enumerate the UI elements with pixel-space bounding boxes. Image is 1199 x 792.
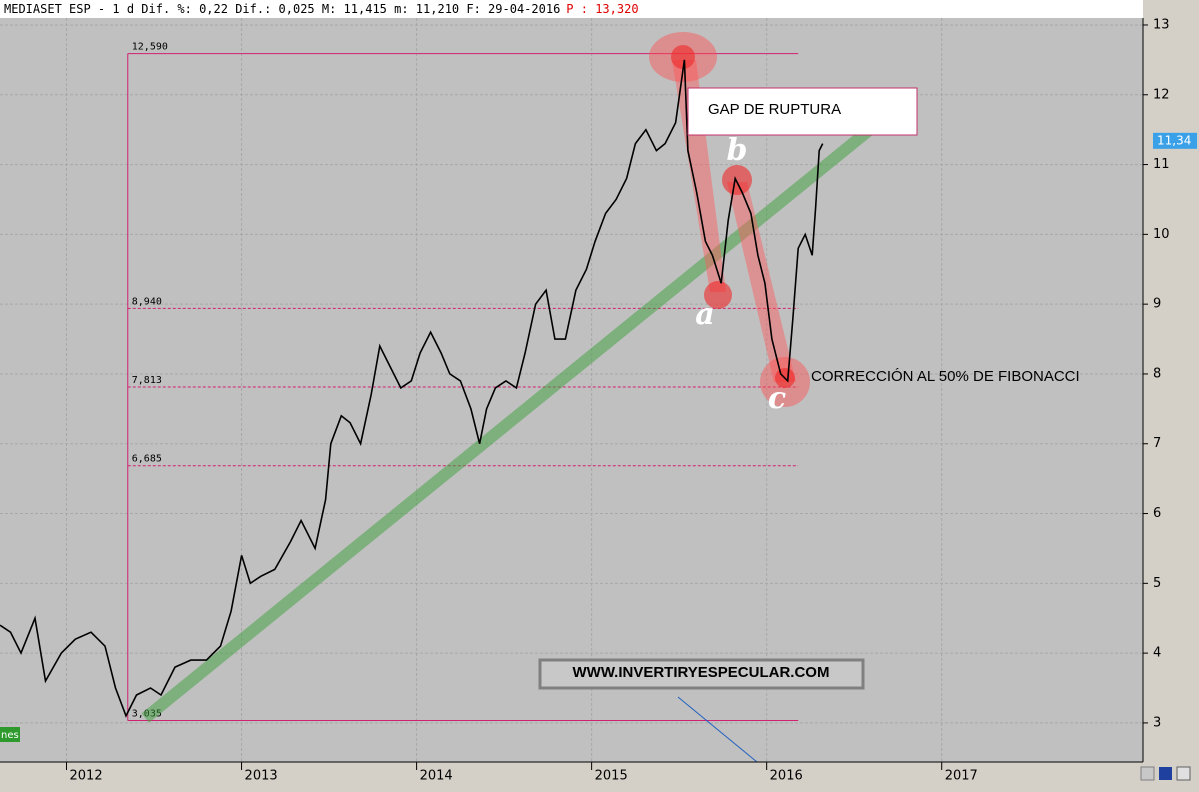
x-tick-label: 2013 xyxy=(245,769,278,784)
axes: 3 4 5 6 7 8 9 10 11 12 13 2012 2013 2014 2015 2016 2017 1… xyxy=(66,17,1197,784)
wave-leg xyxy=(672,60,726,292)
volume-tag-box xyxy=(0,727,20,742)
scroll-button[interactable] xyxy=(1140,766,1155,781)
annotation: WWW.INVERTIRYESPECULAR.COM xyxy=(573,664,830,681)
y-tick-label: 8 xyxy=(1153,366,1161,381)
annotation-box xyxy=(687,87,918,136)
header-bar xyxy=(0,0,1143,18)
volume-tag: nes xyxy=(1,730,19,741)
y-tick-label: 13 xyxy=(1153,17,1170,32)
y-tick-label: 6 xyxy=(1153,506,1161,521)
fib-label: 7,813 xyxy=(132,375,162,386)
highlight xyxy=(671,45,695,69)
trendline xyxy=(141,95,911,723)
fib-label: 6,685 xyxy=(132,454,162,465)
x-tick-label: 2012 xyxy=(70,769,103,784)
plot-area xyxy=(0,18,1143,762)
y-tick-label: 11 xyxy=(1153,157,1170,172)
last-price-label: 11,34 xyxy=(1157,133,1191,147)
annotation: CORRECCIÓN AL 50% DE FIBONACCI xyxy=(811,368,1080,385)
y-tick-label: 9 xyxy=(1153,297,1161,312)
x-tick-label: 2014 xyxy=(420,769,453,784)
pointer-line xyxy=(677,696,758,763)
print-button[interactable] xyxy=(1176,766,1191,781)
x-tick-label: 2016 xyxy=(770,769,803,784)
last-price-box xyxy=(1153,132,1197,149)
highlight xyxy=(722,165,752,195)
y-tick-label: 12 xyxy=(1153,87,1170,102)
wave-highlights xyxy=(649,32,810,407)
annotation-box xyxy=(538,658,865,690)
trendline-group xyxy=(141,95,911,723)
x-tick-label: 2017 xyxy=(945,769,978,784)
fib-label: 8,940 xyxy=(132,296,162,307)
fib-label: 12,590 xyxy=(132,42,168,53)
header-text: MEDIASET ESP - 1 d Dif. %: 0,22 Dif.: 0,… xyxy=(4,2,639,16)
x-tick-label: 2015 xyxy=(595,769,628,784)
wave-label: c xyxy=(768,381,786,416)
header-info: MEDIASET ESP - 1 d Dif. %: 0,22 Dif.: 0,… xyxy=(4,2,560,16)
y-tick-label: 7 xyxy=(1153,436,1161,451)
y-tick-label: 4 xyxy=(1153,646,1161,661)
grid xyxy=(0,18,1143,762)
wave-leg xyxy=(727,182,796,382)
y-tick-label: 10 xyxy=(1153,227,1170,242)
wave-label: b xyxy=(727,133,748,168)
y-tick-label: 3 xyxy=(1153,715,1161,730)
save-button[interactable] xyxy=(1159,767,1172,780)
annotation: GAP DE RUPTURA xyxy=(708,101,841,118)
price-group xyxy=(0,59,824,718)
price-line xyxy=(0,59,824,718)
highlight xyxy=(704,281,732,309)
y-tick-label: 5 xyxy=(1153,576,1161,591)
wave-label: a xyxy=(695,297,714,332)
header-price: P : 13,320 xyxy=(566,2,638,16)
